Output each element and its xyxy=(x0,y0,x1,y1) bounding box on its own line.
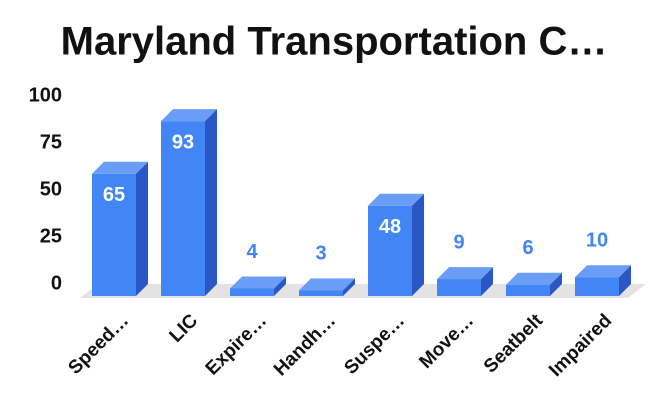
bar-top xyxy=(437,267,493,280)
bar xyxy=(161,121,205,296)
bar xyxy=(506,284,550,296)
value-label: 9 xyxy=(453,231,464,253)
x-tick-label: Expire… xyxy=(202,310,271,379)
bar xyxy=(368,205,412,296)
value-label: 6 xyxy=(522,237,533,259)
x-tick-label: Handh… xyxy=(270,310,340,380)
bar xyxy=(437,279,481,296)
value-label: 4 xyxy=(246,241,258,263)
bar-side xyxy=(412,193,424,296)
bar-side xyxy=(274,276,286,296)
x-tick-label: Move… xyxy=(415,310,478,373)
value-label: 48 xyxy=(379,216,401,238)
bar xyxy=(299,290,343,296)
x-tick-label: Seatbelt xyxy=(480,310,548,378)
bar-side xyxy=(550,272,562,296)
x-tick-label: LIC xyxy=(166,310,203,347)
bar-top xyxy=(368,193,424,206)
bar-side xyxy=(136,161,148,296)
value-label: 65 xyxy=(103,184,125,206)
y-tick-label: 75 xyxy=(40,131,62,153)
bar-top xyxy=(161,109,217,122)
bar xyxy=(230,288,274,296)
bar-side xyxy=(205,109,217,296)
value-label: 10 xyxy=(586,229,608,251)
bar-side xyxy=(343,278,355,296)
bar-top xyxy=(506,272,562,285)
x-tick-label: Suspe… xyxy=(340,310,409,379)
bar-top xyxy=(575,265,631,278)
value-label: 93 xyxy=(172,131,194,153)
bar-top xyxy=(230,276,286,289)
bar-top xyxy=(299,278,355,291)
floor xyxy=(80,284,646,298)
bar-side xyxy=(481,267,493,296)
bar xyxy=(575,277,619,296)
y-tick-label: 50 xyxy=(40,178,62,200)
y-tick-label: 100 xyxy=(29,84,62,106)
value-label: 3 xyxy=(315,243,326,265)
y-tick-label: 25 xyxy=(40,225,62,247)
bar-side xyxy=(619,265,631,296)
bar xyxy=(92,173,136,296)
x-tick-label: Speed… xyxy=(64,310,133,379)
bar-top xyxy=(92,161,148,174)
chart-title: Maryland Transportation C… xyxy=(61,20,608,64)
y-tick-label: 0 xyxy=(51,272,62,294)
x-tick-label: Impaired xyxy=(545,310,616,381)
